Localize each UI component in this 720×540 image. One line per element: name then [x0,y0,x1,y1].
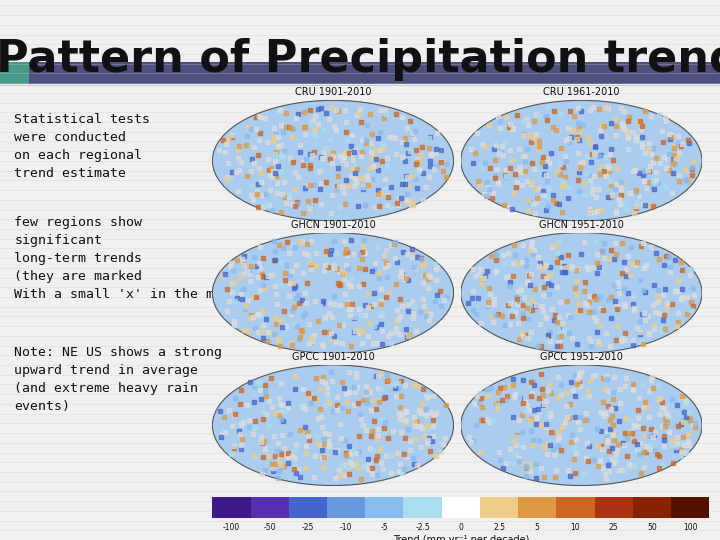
Text: -50: -50 [264,523,276,532]
Text: Trend (mm yr⁻¹ per decade): Trend (mm yr⁻¹ per decade) [392,535,529,540]
FancyBboxPatch shape [595,497,633,518]
Text: -2.5: -2.5 [415,523,430,532]
FancyBboxPatch shape [403,497,441,518]
Text: GPCC 1901-2010: GPCC 1901-2010 [292,352,374,362]
Text: -25: -25 [302,523,314,532]
Text: GPCC 1951-2010: GPCC 1951-2010 [540,352,623,362]
Text: 0: 0 [459,523,463,532]
FancyBboxPatch shape [289,497,327,518]
FancyBboxPatch shape [29,62,720,84]
FancyBboxPatch shape [212,497,251,518]
Text: 25: 25 [609,523,618,532]
Text: 10: 10 [571,523,580,532]
FancyBboxPatch shape [633,497,671,518]
Ellipse shape [461,233,702,353]
Text: Pattern of Precipitation trends: Pattern of Precipitation trends [0,38,720,81]
Ellipse shape [212,100,454,221]
FancyBboxPatch shape [557,497,595,518]
Ellipse shape [461,365,702,485]
Text: 2.5: 2.5 [493,523,505,532]
FancyBboxPatch shape [251,497,289,518]
Text: Note: NE US shows a strong
upward trend in average
(and extreme heavy rain
event: Note: NE US shows a strong upward trend … [14,346,222,413]
Text: CRU 1901-2010: CRU 1901-2010 [294,87,372,97]
FancyBboxPatch shape [365,497,403,518]
Text: 5: 5 [535,523,540,532]
Text: -5: -5 [381,523,388,532]
Ellipse shape [212,365,454,485]
FancyBboxPatch shape [480,497,518,518]
Text: 50: 50 [647,523,657,532]
Text: 100: 100 [683,523,698,532]
Text: Statistical tests
were conducted
on each regional
trend estimate: Statistical tests were conducted on each… [14,113,150,180]
Text: -100: -100 [223,523,240,532]
FancyBboxPatch shape [441,497,480,518]
Text: GHCN 1951-2010: GHCN 1951-2010 [539,219,624,230]
Text: CRU 1961-2010: CRU 1961-2010 [543,87,620,97]
FancyBboxPatch shape [518,497,557,518]
FancyBboxPatch shape [327,497,365,518]
Text: few regions show
significant
long-term trends
(they are marked
With a small 'x' : few regions show significant long-term t… [14,216,238,301]
Ellipse shape [461,100,702,221]
Text: -10: -10 [340,523,352,532]
Ellipse shape [212,233,454,353]
FancyBboxPatch shape [0,62,29,84]
Text: GHCN 1901-2010: GHCN 1901-2010 [291,219,375,230]
FancyBboxPatch shape [671,497,709,518]
